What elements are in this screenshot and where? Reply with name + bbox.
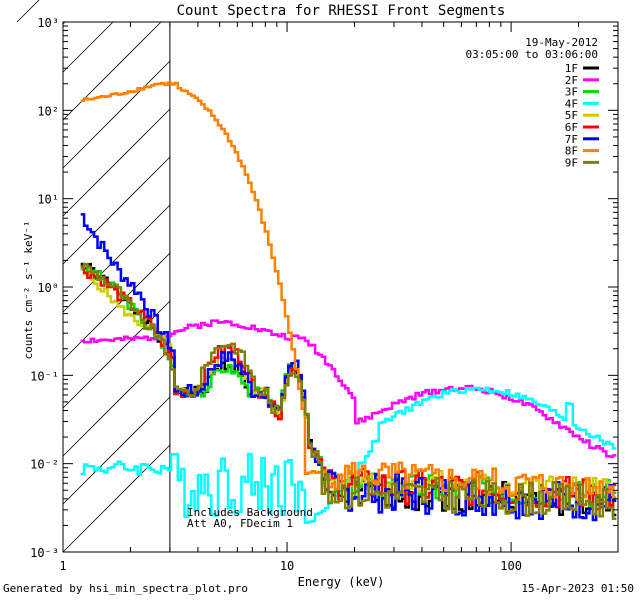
x-tick-label: 100 <box>500 559 522 573</box>
time-range: 03:05:00 to 03:06:00 <box>466 48 598 61</box>
legend-label-5f: 5F <box>565 109 578 122</box>
legend-label-1f: 1F <box>565 62 578 75</box>
observation-date: 19-May-2012 <box>525 36 598 49</box>
x-tick-label: 10 <box>280 559 294 573</box>
hatch-line <box>62 204 171 313</box>
legend-label-6f: 6F <box>565 121 578 134</box>
hatch-line <box>62 444 171 553</box>
series-lines <box>80 81 617 524</box>
y-tick-label: 10⁰ <box>37 281 59 295</box>
y-tick-label: 10¹ <box>37 193 59 207</box>
hatch-line <box>62 60 171 169</box>
hatch-line <box>62 156 171 265</box>
series-9f <box>80 263 617 521</box>
hatch-line <box>62 108 171 217</box>
hatch-line <box>62 300 171 409</box>
attenuator-note: Att A0, FDecim 1 <box>187 517 293 530</box>
plot-frame <box>62 21 619 553</box>
x-tick-labels: 1 10 100 <box>59 559 522 573</box>
x-axis-label: Energy (keV) <box>298 575 385 589</box>
series-8f <box>80 81 617 505</box>
y-tick-label: 10⁻² <box>30 458 59 472</box>
legend-label-9f: 9F <box>565 156 578 169</box>
timestamp: 15-Apr-2023 01:50 <box>521 582 634 595</box>
legend-label-8f: 8F <box>565 145 578 158</box>
generated-by: Generated by hsi_min_spectra_plot.pro <box>3 582 249 595</box>
legend-label-4f: 4F <box>565 97 578 110</box>
y-tick-label: 10⁻³ <box>30 546 59 560</box>
y-tick-label: 10⁻¹ <box>30 369 59 383</box>
hatch-line <box>16 0 40 23</box>
y-axis-label: counts cm⁻² s⁻¹ keV⁻¹ <box>22 220 35 359</box>
axis-ticks <box>62 21 619 553</box>
legend-label-7f: 7F <box>565 133 578 146</box>
y-tick-label: 10² <box>37 104 59 118</box>
legend-label-3f: 3F <box>565 86 578 99</box>
hatch-line <box>62 21 162 121</box>
legend-label-2f: 2F <box>565 74 578 87</box>
hatch-line <box>62 21 114 73</box>
chart-title: Count Spectra for RHESSI Front Segments <box>177 3 506 19</box>
hatch-line <box>62 348 171 457</box>
hatch-line <box>62 396 171 505</box>
x-tick-label: 1 <box>59 559 66 573</box>
y-tick-labels: 10⁻³ 10⁻² 10⁻¹ 10⁰ 10¹ 10² 10³ <box>30 16 59 560</box>
series-2f <box>80 319 617 458</box>
y-tick-label: 10³ <box>37 16 59 30</box>
background-note: Includes Background <box>187 506 313 519</box>
